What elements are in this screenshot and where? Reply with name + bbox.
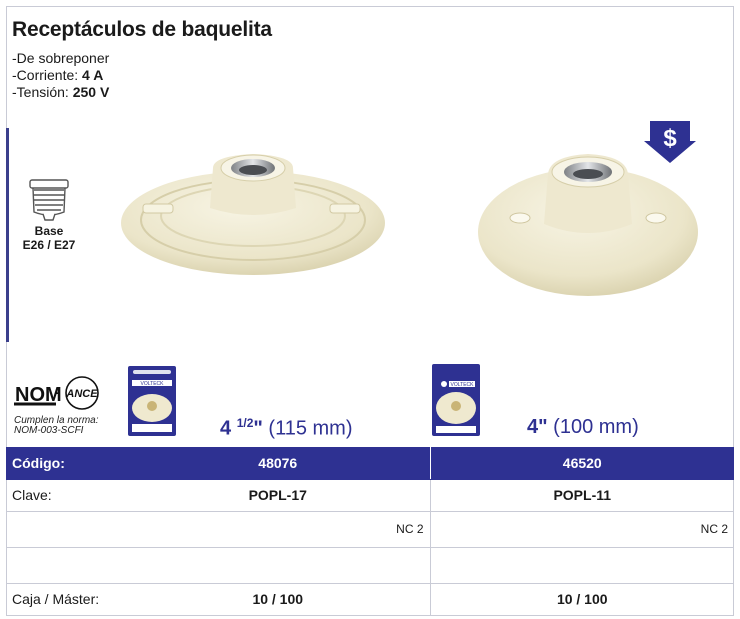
product-table: Código: 48076 46520 Clave: POPL-17 POPL-… <box>6 447 734 615</box>
codigo-value: 48076 <box>126 447 431 480</box>
svg-text:-: - <box>55 384 60 400</box>
spec-item: -Corriente: 4 A <box>12 67 104 83</box>
base-type: E26 / E27 <box>22 238 76 252</box>
norm-note: Cumplen la norma: NOM-003-SCFI <box>14 415 99 436</box>
clave-value: POPL-17 <box>126 479 431 512</box>
svg-text:ANCE: ANCE <box>65 388 98 400</box>
base-label: Base <box>34 224 64 238</box>
lamp-base-icon <box>29 179 69 221</box>
svg-text:VOLTECK: VOLTECK <box>451 382 475 388</box>
svg-text:NOM: NOM <box>15 384 62 406</box>
nom-ance-logo: NOM - ANCE <box>14 376 99 410</box>
receptacle-115mm-image <box>121 154 385 275</box>
package-46520-image: VOLTECK <box>432 364 480 436</box>
page-title: Receptáculos de baquelita <box>12 18 272 41</box>
nc-value: NC 2 <box>430 511 734 548</box>
caja-value: 10 / 100 <box>556 591 608 608</box>
price-drop-icon: $ <box>644 121 696 163</box>
package-48076-image: VOLTECK <box>128 366 176 436</box>
table-row <box>6 547 734 584</box>
base-block: Base E26 / E27 <box>14 178 84 252</box>
caja-value: 10 / 100 <box>126 583 431 615</box>
spec-item: -Tensión: 250 V <box>12 84 110 100</box>
spec-list: -De sobreponer -Corriente: 4 A -Tensión:… <box>12 50 109 101</box>
section-rule <box>6 128 9 342</box>
size-label-100mm: 4" (100 mm) <box>527 416 639 438</box>
table-row: Clave: POPL-17 POPL-11 <box>6 479 734 512</box>
clave-label: Clave: <box>6 479 126 512</box>
svg-text:VOLTECK: VOLTECK <box>141 381 165 387</box>
table-row: Caja / Máster: 10 / 100 10 / 100 <box>6 583 734 615</box>
svg-text:$: $ <box>663 125 677 152</box>
table-row: NC 2 NC 2 <box>6 511 734 548</box>
nc-value: NC 2 <box>126 511 431 548</box>
caja-label: Caja / Máster: <box>12 591 100 608</box>
receptacle-100mm-image <box>478 154 698 296</box>
clave-value: POPL-11 <box>430 479 734 512</box>
codigo-label: Código: <box>6 447 126 480</box>
codigo-value: 46520 <box>430 447 734 480</box>
spec-item: -De sobreponer <box>12 50 110 66</box>
table-row: Código: 48076 46520 <box>6 447 734 480</box>
size-label-115mm: 4 1/2" (115 mm) <box>220 416 353 440</box>
